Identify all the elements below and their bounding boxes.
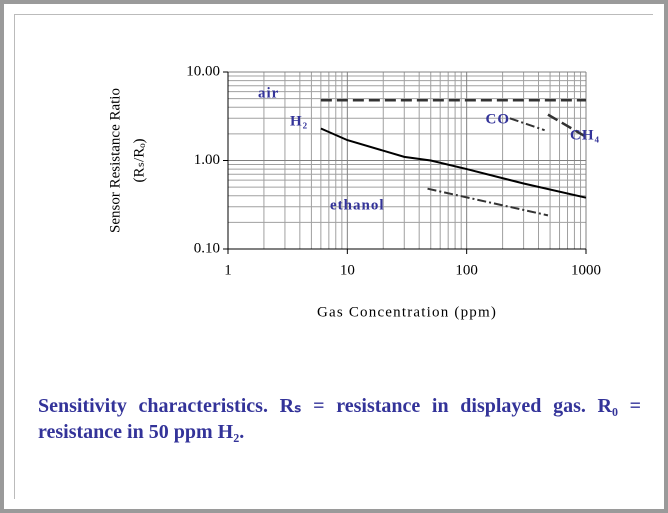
x-tick-label: 1: [224, 262, 232, 278]
y-tick-label: 0.10: [194, 240, 220, 256]
series-line: [427, 187, 549, 217]
series-line: [320, 127, 587, 199]
series-label: CH₄: [570, 127, 600, 143]
y-axis-label: Sensor Resistance Ratio: [107, 88, 123, 233]
x-tick-label: 1000: [571, 262, 601, 278]
series-label: CO: [486, 111, 511, 127]
series-label: ethanol: [330, 197, 385, 213]
x-axis-label: Gas Concentration (ppm): [317, 304, 497, 320]
inner-frame: [14, 14, 653, 499]
x-tick-label: 100: [455, 262, 478, 278]
y-tick-label: 10.00: [186, 63, 220, 79]
series-line: [547, 113, 587, 138]
series-label: air: [258, 85, 279, 101]
y-axis-label: (Rₛ/Rₒ): [131, 138, 147, 182]
x-tick-label: 10: [340, 262, 355, 278]
caption: Sensitivity characteristics. Rₛ = resist…: [38, 395, 641, 443]
series-label: H₂: [290, 113, 308, 129]
y-tick-label: 1.00: [194, 152, 220, 168]
series-line: [509, 117, 545, 132]
